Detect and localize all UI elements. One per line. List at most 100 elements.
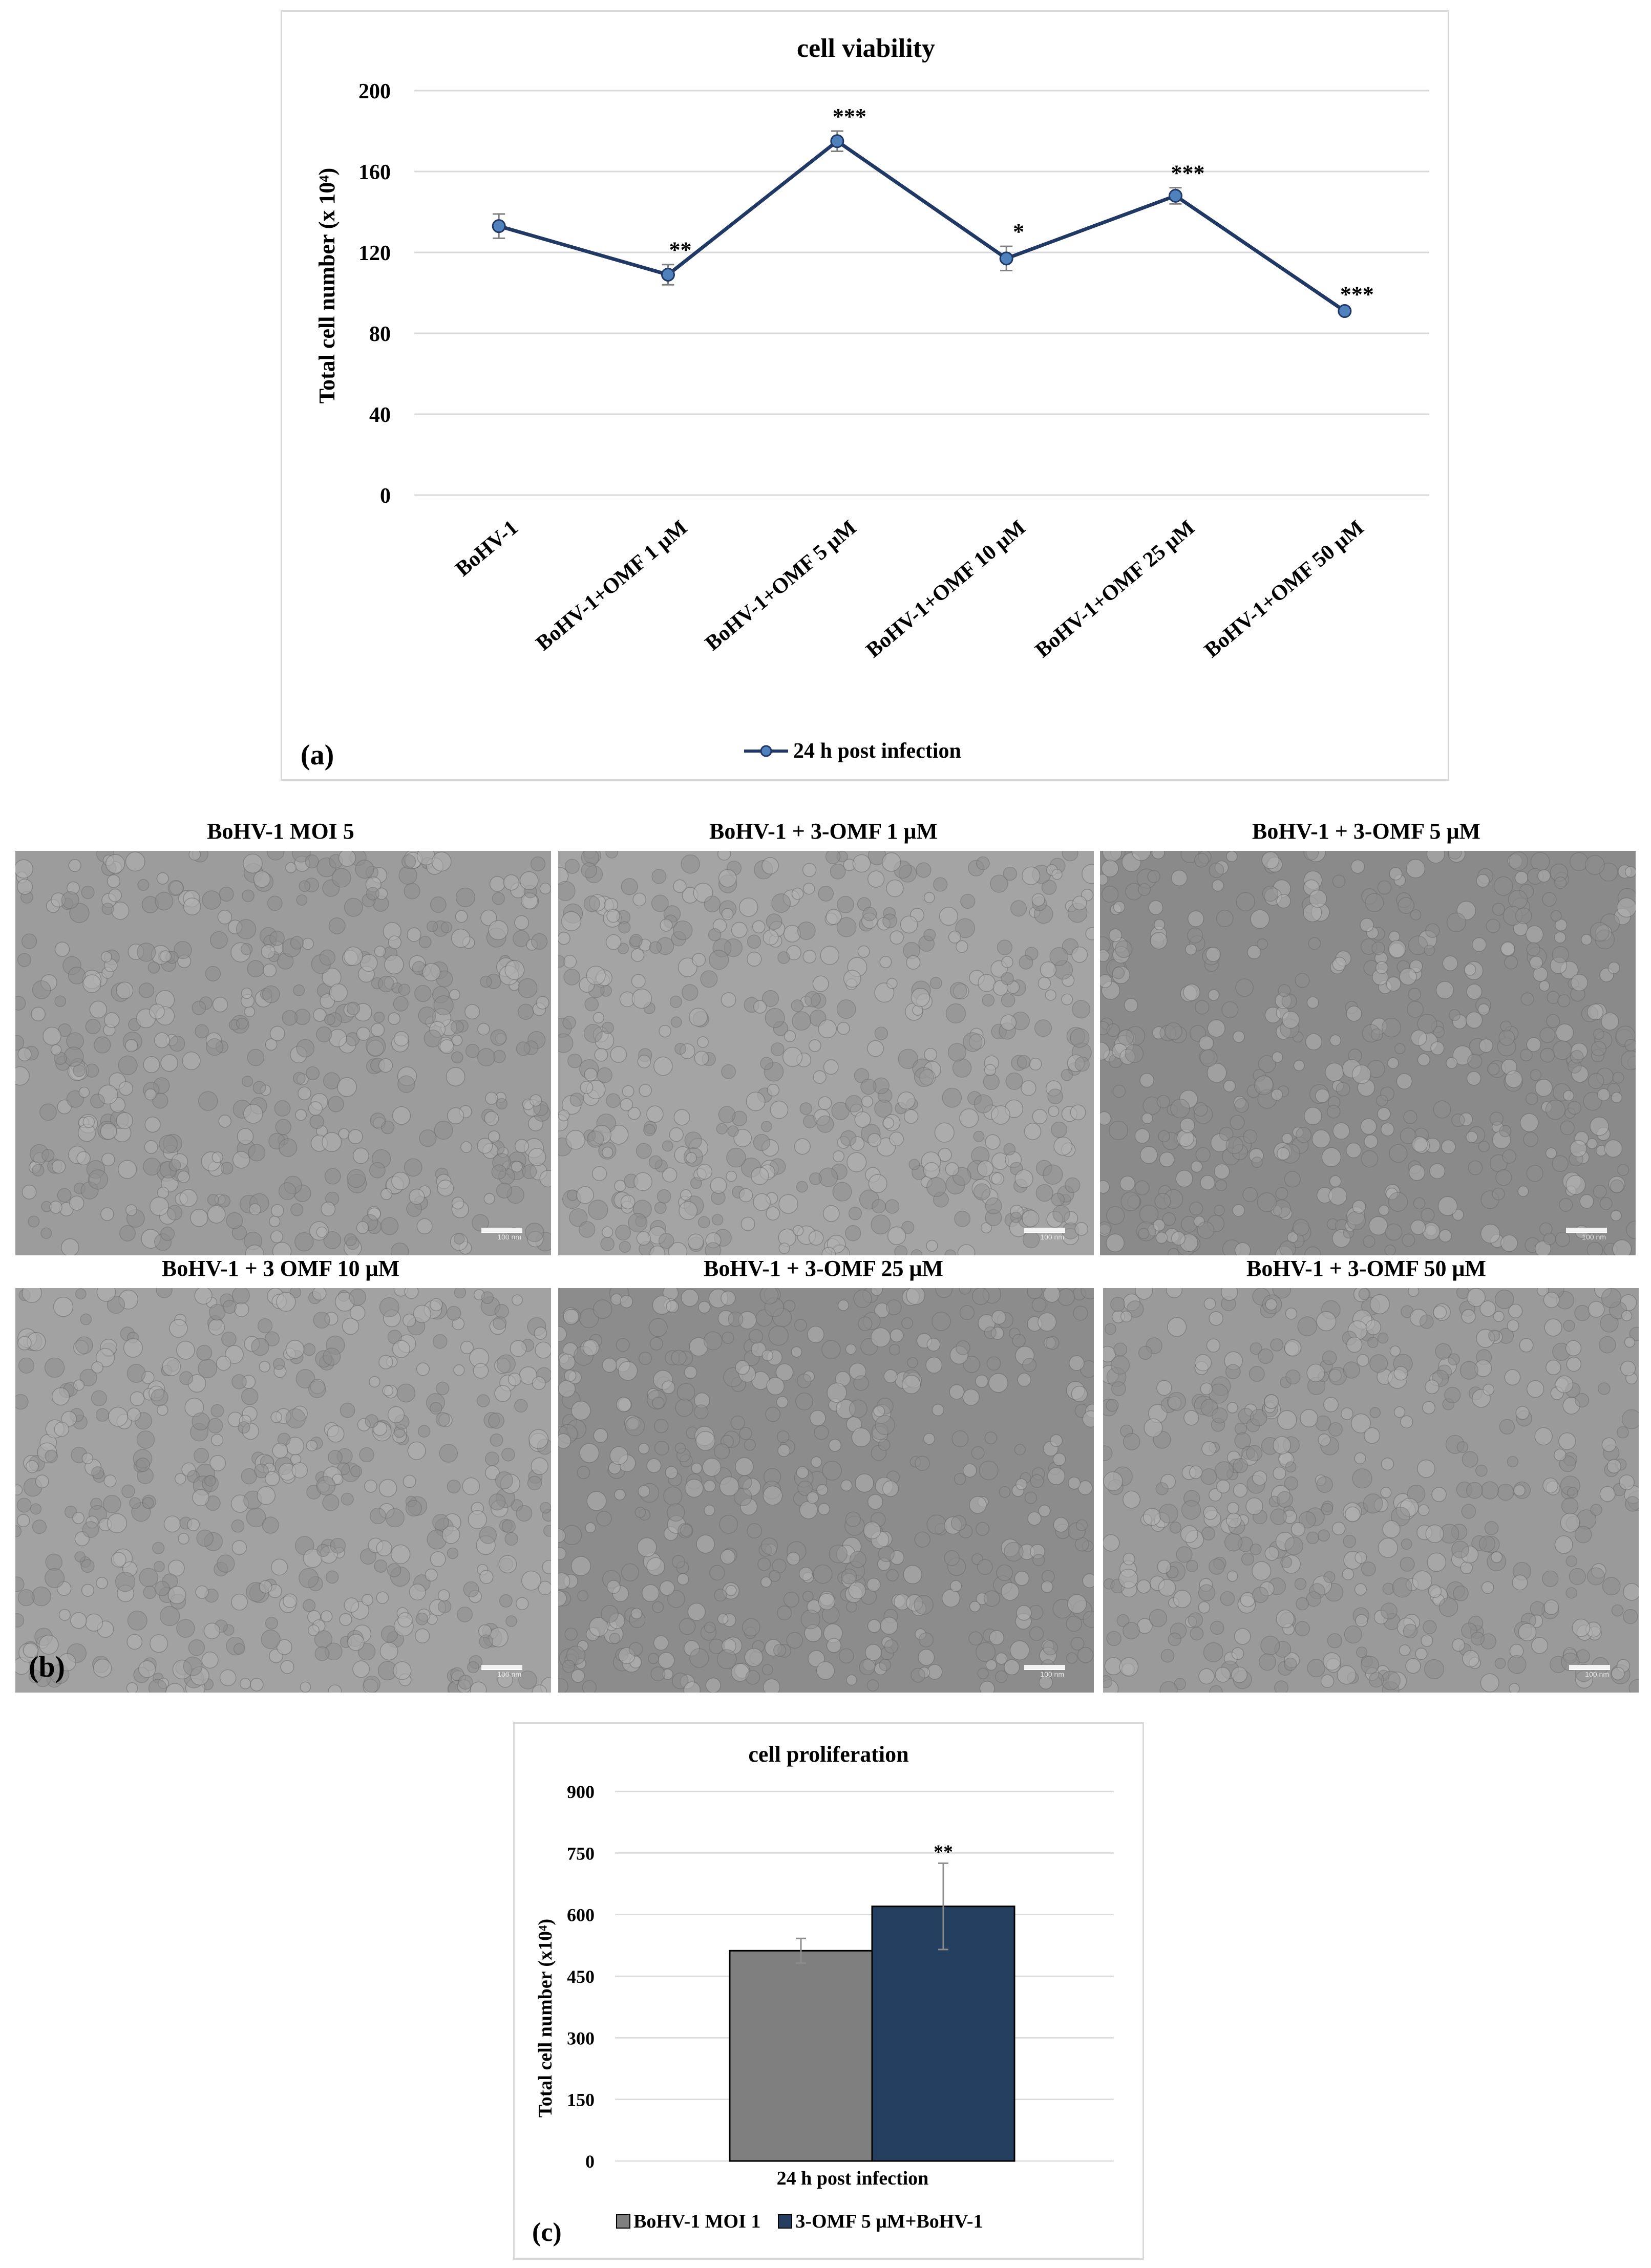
cell bbox=[760, 1576, 772, 1588]
cell bbox=[901, 1375, 921, 1395]
cell bbox=[675, 1398, 693, 1417]
cell bbox=[807, 1325, 824, 1343]
cell bbox=[802, 950, 817, 964]
cell bbox=[1082, 864, 1094, 884]
cell bbox=[1619, 1474, 1635, 1490]
cell bbox=[1411, 1136, 1428, 1152]
cell bbox=[933, 877, 948, 892]
cell bbox=[427, 921, 438, 932]
cell bbox=[361, 1594, 374, 1606]
cell bbox=[1401, 1538, 1412, 1550]
chart-c-ylabel: Total cell number (x10⁴) bbox=[535, 1919, 556, 2117]
cell bbox=[54, 942, 70, 957]
cell bbox=[1429, 1163, 1446, 1180]
cell bbox=[1001, 1582, 1020, 1601]
cell bbox=[1396, 1073, 1413, 1089]
cell bbox=[586, 966, 606, 986]
cell bbox=[192, 1412, 210, 1431]
cell bbox=[609, 1446, 628, 1465]
cell bbox=[809, 1409, 826, 1426]
cell bbox=[1031, 1297, 1047, 1313]
cell bbox=[721, 992, 736, 1008]
cell bbox=[497, 1672, 514, 1688]
cell bbox=[1225, 1136, 1244, 1154]
cell bbox=[414, 985, 432, 1002]
cell bbox=[233, 1643, 245, 1655]
cell bbox=[1621, 1409, 1639, 1429]
significance-label: ** bbox=[669, 238, 692, 263]
cell bbox=[1183, 1410, 1199, 1426]
cell bbox=[1468, 1160, 1483, 1175]
cell bbox=[51, 1387, 70, 1406]
cell bbox=[1377, 1107, 1391, 1121]
cell bbox=[1000, 1014, 1017, 1031]
cell bbox=[837, 1021, 850, 1035]
cell bbox=[867, 1619, 881, 1633]
cell bbox=[1332, 956, 1347, 971]
cell bbox=[451, 1034, 463, 1046]
cell bbox=[168, 1159, 181, 1172]
cell bbox=[1584, 855, 1605, 875]
cell bbox=[1171, 1231, 1186, 1246]
cell bbox=[1220, 1288, 1238, 1301]
cell bbox=[1303, 1106, 1322, 1125]
cell bbox=[242, 1076, 253, 1087]
cell bbox=[633, 1172, 652, 1191]
cell bbox=[1590, 1116, 1609, 1136]
cell bbox=[1214, 1163, 1230, 1180]
cell bbox=[1515, 907, 1532, 925]
cell bbox=[985, 1134, 1001, 1150]
cell bbox=[874, 1026, 888, 1040]
cell bbox=[148, 1679, 167, 1693]
cell bbox=[178, 1533, 189, 1545]
cell bbox=[747, 934, 761, 949]
cell bbox=[236, 1017, 248, 1030]
cell bbox=[991, 1105, 1010, 1125]
cell bbox=[1082, 1410, 1094, 1428]
cell bbox=[188, 1639, 205, 1656]
cell bbox=[587, 1200, 608, 1220]
cell bbox=[685, 1152, 697, 1164]
cell bbox=[1466, 1482, 1483, 1499]
cell bbox=[1024, 1491, 1037, 1504]
cell bbox=[1606, 1459, 1622, 1474]
cell bbox=[1226, 851, 1238, 862]
cell bbox=[558, 1033, 574, 1053]
cell bbox=[1009, 1640, 1030, 1661]
cell bbox=[407, 927, 421, 942]
cell bbox=[101, 1152, 115, 1167]
cell bbox=[1611, 1092, 1623, 1103]
cell bbox=[300, 1681, 311, 1693]
cell bbox=[721, 1290, 736, 1306]
cell bbox=[1201, 1441, 1217, 1457]
cell bbox=[651, 869, 667, 884]
cell bbox=[1051, 1192, 1065, 1206]
cell bbox=[796, 1373, 812, 1388]
chart-a-frame: cell viability Total cell number (x 10⁴)… bbox=[281, 10, 1449, 781]
cell bbox=[91, 1390, 107, 1406]
cell bbox=[631, 974, 646, 989]
cell bbox=[1509, 1683, 1520, 1693]
cell bbox=[108, 888, 122, 903]
cell bbox=[22, 1184, 37, 1200]
cell bbox=[716, 1123, 728, 1135]
cell bbox=[697, 1036, 709, 1048]
cell bbox=[982, 994, 995, 1007]
cell bbox=[985, 1659, 997, 1671]
cell bbox=[1198, 1584, 1215, 1601]
cell bbox=[826, 909, 842, 925]
cell bbox=[1200, 1382, 1213, 1396]
cell bbox=[1384, 1245, 1396, 1255]
cell bbox=[979, 1681, 995, 1693]
cell bbox=[956, 940, 968, 953]
cell bbox=[581, 862, 597, 879]
cell bbox=[1329, 1034, 1342, 1046]
cell bbox=[653, 1635, 669, 1651]
cell bbox=[231, 1593, 248, 1611]
cell bbox=[646, 1105, 664, 1123]
cell bbox=[1123, 1622, 1140, 1640]
cell bbox=[1530, 1601, 1546, 1617]
cell bbox=[659, 1024, 671, 1038]
cell bbox=[382, 1385, 394, 1397]
cell bbox=[1507, 1655, 1527, 1674]
